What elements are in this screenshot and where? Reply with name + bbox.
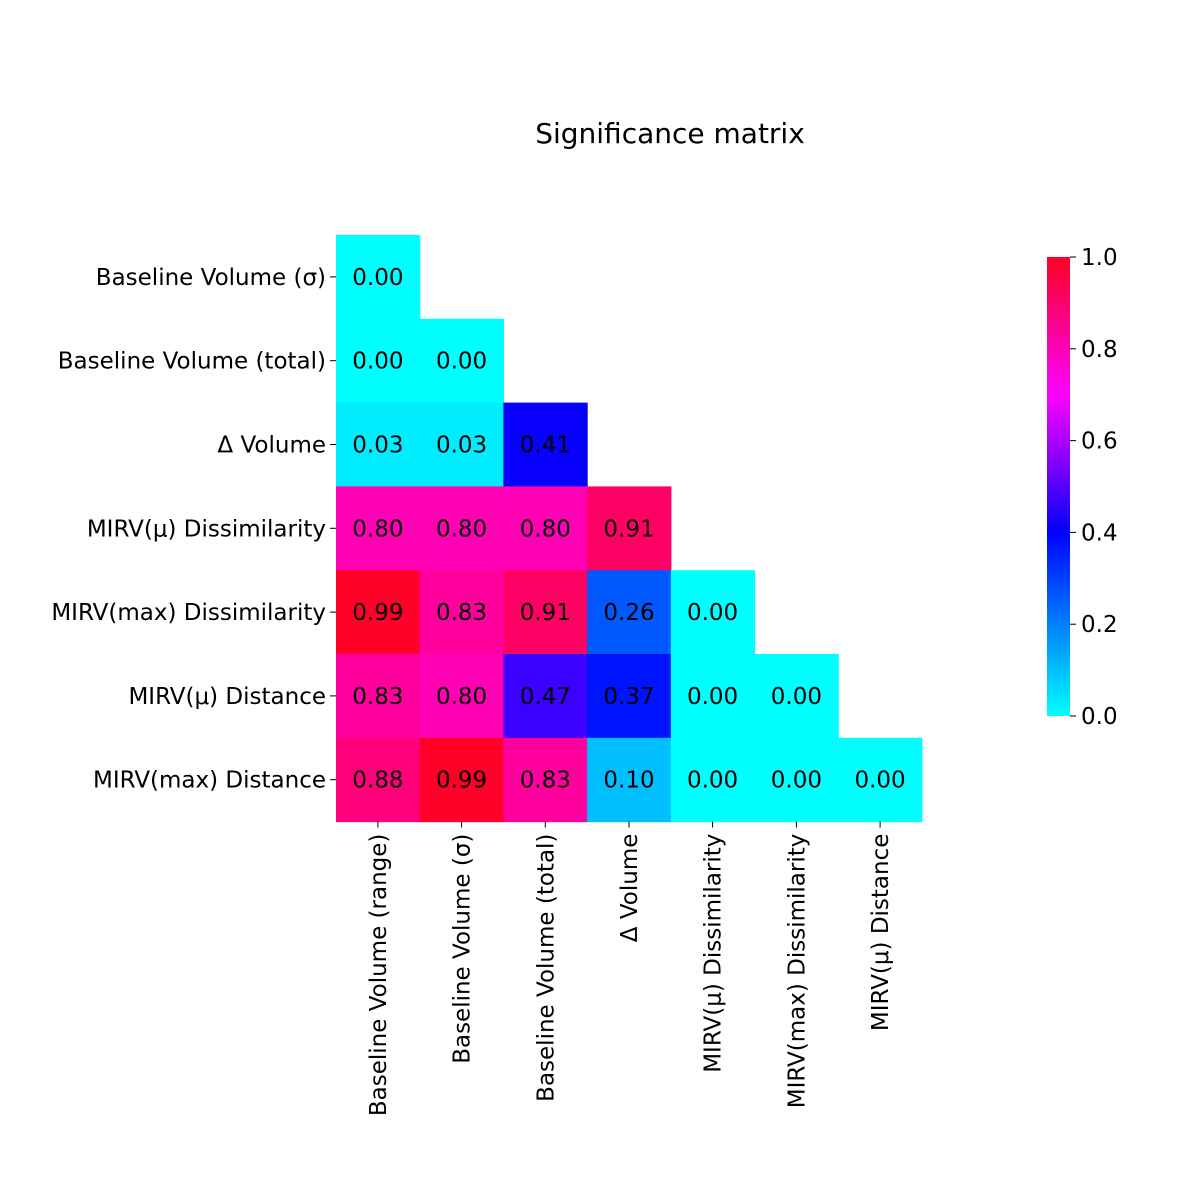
heatmap-cell — [503, 737, 588, 823]
cell-value-label: 0.99 — [436, 768, 487, 794]
y-axis-tick-labels: Baseline Volume (σ) Baseline Volume (tota… — [51, 265, 336, 794]
cell-value-label: 0.10 — [603, 768, 654, 794]
heatmap-cell — [587, 486, 672, 571]
heatmap-cell — [419, 737, 504, 823]
heatmap-cell — [336, 654, 421, 739]
colorbar: 0.0 0.2 0.4 0.6 0.8 1.0 — [1047, 245, 1118, 730]
heatmap-cell — [838, 737, 923, 823]
cell-value-label: 0.99 — [352, 600, 403, 626]
heatmap-cell — [419, 654, 504, 739]
x-tick-label: MIRV(max) Dissimilarity — [784, 834, 810, 1109]
colorbar-tick-label: 0.2 — [1081, 612, 1118, 638]
heatmap-cell — [419, 486, 504, 571]
y-tick-label: Baseline Volume (total) — [58, 349, 326, 375]
x-tick-label: MIRV(μ) Dissimilarity — [701, 834, 727, 1073]
cell-value-label: 0.88 — [352, 768, 403, 794]
cell-value-label: 0.00 — [352, 265, 403, 291]
y-tick-label: MIRV(max) Dissimilarity — [51, 600, 326, 626]
colorbar-tick-label: 0.6 — [1081, 429, 1118, 455]
cell-value-label: 0.41 — [520, 433, 571, 459]
x-tick-label: Baseline Volume (σ) — [450, 834, 476, 1064]
heatmap-cell — [670, 654, 756, 739]
cell-value-label: 0.03 — [352, 433, 403, 459]
y-tick-label: MIRV(μ) Dissimilarity — [87, 516, 326, 542]
cell-value-label: 0.00 — [687, 600, 738, 626]
cell-value-label: 0.00 — [771, 684, 822, 710]
cell-value-label: 0.91 — [603, 516, 654, 542]
heatmap-cell — [587, 570, 672, 655]
x-tick-label: Baseline Volume (range) — [366, 834, 392, 1117]
heatmap-cell — [754, 737, 839, 823]
colorbar-tick-label: 0.8 — [1081, 337, 1118, 363]
cell-value-label: 0.80 — [520, 516, 571, 542]
heatmap-cell — [336, 570, 421, 655]
cell-value-label: 0.80 — [436, 516, 487, 542]
colorbar-gradient — [1047, 257, 1070, 716]
heatmap-cell — [587, 737, 672, 823]
heatmap-cell — [503, 570, 588, 655]
cell-value-label: 0.83 — [352, 684, 403, 710]
x-axis-tick-labels: Baseline Volume (range) Baseline Volume (… — [366, 821, 894, 1117]
heatmap-cell — [336, 318, 421, 404]
heatmap-cell — [336, 235, 421, 320]
x-tick-label: Δ Volume — [617, 834, 643, 943]
heatmap-cell — [336, 402, 421, 487]
heatmap-cells: 0.00 0.00 0.00 0.03 0.03 0.41 0.80 0.80 0.80 0.91… — [336, 235, 923, 823]
cell-value-label: 0.83 — [436, 600, 487, 626]
heatmap-cell — [670, 570, 756, 655]
cell-value-label: 0.80 — [436, 684, 487, 710]
cell-value-label: 0.00 — [771, 768, 822, 794]
heatmap-cell — [336, 486, 421, 571]
heatmap-cell — [336, 737, 421, 823]
colorbar-tick-label: 1.0 — [1081, 245, 1118, 271]
heatmap-cell — [754, 654, 839, 739]
y-tick-label: Δ Volume — [217, 433, 326, 459]
colorbar-tick-label: 0.0 — [1081, 704, 1118, 730]
y-tick-label: Baseline Volume (σ) — [96, 265, 326, 291]
cell-value-label: 0.00 — [687, 768, 738, 794]
y-tick-label: MIRV(μ) Distance — [128, 684, 326, 710]
cell-value-label: 0.00 — [436, 349, 487, 375]
colorbar-ticks: 0.0 0.2 0.4 0.6 0.8 1.0 — [1070, 245, 1118, 730]
cell-value-label: 0.00 — [687, 684, 738, 710]
cell-value-label: 0.26 — [603, 600, 654, 626]
y-tick-label: MIRV(max) Distance — [93, 768, 326, 794]
cell-value-label: 0.03 — [436, 433, 487, 459]
heatmap-cell — [670, 737, 756, 823]
heatmap-cell — [419, 570, 504, 655]
cell-value-label: 0.00 — [352, 349, 403, 375]
cell-value-label: 0.00 — [854, 768, 905, 794]
cell-value-label: 0.47 — [520, 684, 571, 710]
cell-value-label: 0.83 — [520, 768, 571, 794]
heatmap-cell — [503, 654, 588, 739]
chart-title: Significance matrix — [535, 117, 805, 150]
heatmap-cell — [587, 654, 672, 739]
heatmap-cell — [503, 402, 588, 487]
x-tick-label: MIRV(μ) Distance — [868, 834, 894, 1032]
cell-value-label: 0.37 — [603, 684, 654, 710]
colorbar-tick-label: 0.4 — [1081, 520, 1118, 546]
cell-value-label: 0.91 — [520, 600, 571, 626]
heatmap-cell — [419, 318, 504, 404]
heatmap-cell — [503, 486, 588, 571]
x-tick-label: Baseline Volume (total) — [533, 834, 559, 1102]
cell-value-label: 0.80 — [352, 516, 403, 542]
heatmap-cell — [419, 402, 504, 487]
